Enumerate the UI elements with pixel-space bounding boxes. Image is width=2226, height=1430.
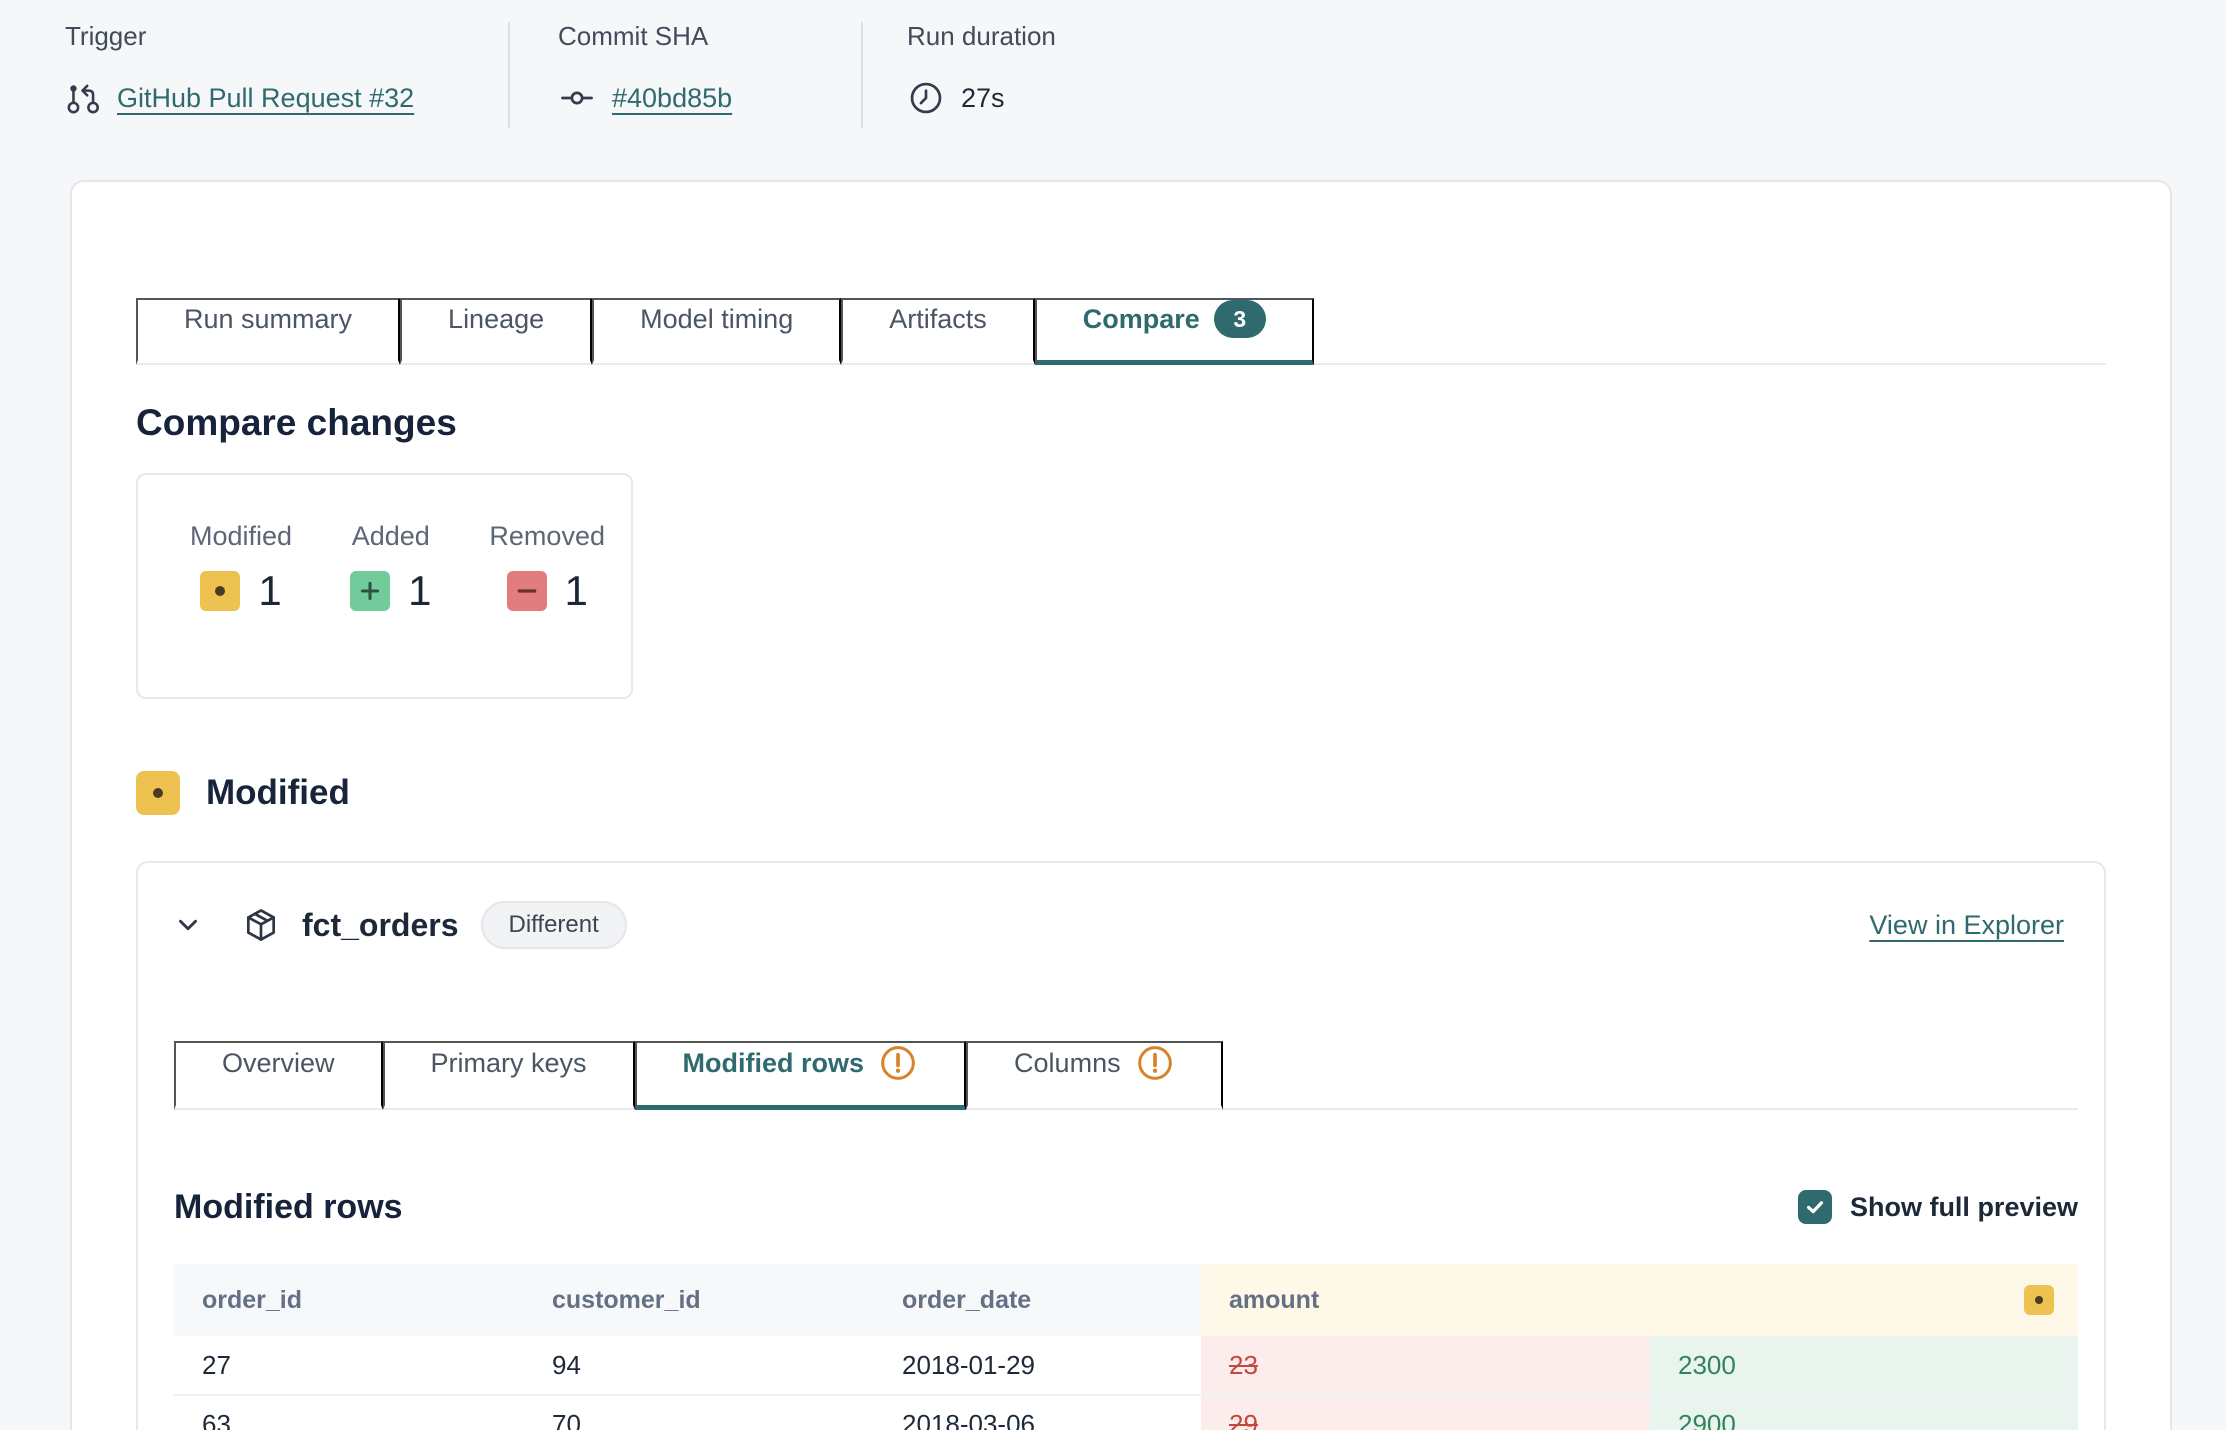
cell-amount-new: 2300 xyxy=(1650,1336,2078,1394)
modified-rows-header: Modified rows Show full preview xyxy=(174,1186,2078,1228)
commit-group: Commit SHA #40bd85b xyxy=(558,20,813,120)
cell-order-id: 63 xyxy=(174,1394,524,1430)
view-in-explorer-link[interactable]: View in Explorer xyxy=(1869,909,2064,940)
model-header: fct_orders Different View in Explorer xyxy=(174,901,2078,949)
trigger-label: Trigger xyxy=(65,21,147,51)
commit-label: Commit SHA xyxy=(558,21,709,51)
stat-removed-label: Removed xyxy=(489,521,605,551)
modified-section-title: Modified xyxy=(206,773,350,812)
modified-column-icon xyxy=(2024,1285,2054,1315)
meta-divider xyxy=(861,22,863,128)
cell-amount-old: 23 xyxy=(1201,1336,1650,1394)
trigger-group: Trigger GitHub Pull Request #32 xyxy=(65,20,508,120)
git-commit-icon xyxy=(558,79,596,117)
modified-icon xyxy=(200,571,241,611)
duration-value: 27s xyxy=(961,82,1005,113)
removed-icon xyxy=(506,571,547,611)
duration-group: Run duration 27s xyxy=(863,20,1056,120)
tab-overview[interactable]: Overview xyxy=(174,1041,383,1110)
col-header-order-date: order_date xyxy=(874,1264,1201,1336)
stat-modified-label: Modified xyxy=(190,521,293,551)
cell-order-id: 27 xyxy=(174,1336,524,1394)
clock-icon xyxy=(907,79,945,117)
cell-order-date: 2018-03-06 xyxy=(874,1394,1201,1430)
tab-model-timing[interactable]: Model timing xyxy=(592,298,842,365)
cell-customer-id: 94 xyxy=(524,1336,874,1394)
stat-removed: Removed 1 xyxy=(489,521,605,697)
commit-sha-link[interactable]: #40bd85b xyxy=(612,82,733,113)
stat-added: Added 1 xyxy=(350,521,431,697)
meta-divider xyxy=(508,22,510,128)
col-header-order-id: order_id xyxy=(174,1264,524,1336)
tab-compare[interactable]: Compare 3 xyxy=(1034,298,1314,365)
cell-amount-new: 2900 xyxy=(1650,1394,2078,1430)
warning-icon xyxy=(878,1043,918,1083)
table-row: 27 94 2018-01-29 23 2300 xyxy=(174,1336,2078,1394)
run-meta-bar: Trigger GitHub Pull Request #32 Commit S… xyxy=(0,0,2226,128)
added-icon xyxy=(350,571,391,611)
stat-modified: Modified 1 xyxy=(190,521,292,697)
table-row: 63 70 2018-03-06 29 2900 xyxy=(174,1394,2078,1430)
tab-run-summary[interactable]: Run summary xyxy=(136,298,401,365)
col-header-amount: amount xyxy=(1201,1264,2078,1336)
show-full-preview-toggle[interactable]: Show full preview xyxy=(1797,1190,2078,1224)
run-tabs: Run summary Lineage Model timing Artifac… xyxy=(136,298,2106,365)
tab-artifacts[interactable]: Artifacts xyxy=(841,298,1035,365)
cell-customer-id: 70 xyxy=(524,1394,874,1430)
compare-summary-card: Modified 1 Added 1 Removed xyxy=(136,473,633,699)
modified-section-header: Modified xyxy=(136,771,2106,815)
checkbox-checked-icon[interactable] xyxy=(1797,1190,1832,1224)
modified-rows-table: order_id customer_id order_date amount 2… xyxy=(174,1264,2078,1430)
package-icon xyxy=(242,906,280,944)
tab-columns[interactable]: Columns xyxy=(966,1041,1223,1110)
modified-rows-heading: Modified rows xyxy=(174,1188,403,1226)
tab-modified-rows[interactable]: Modified rows xyxy=(634,1041,967,1110)
tab-lineage[interactable]: Lineage xyxy=(400,298,593,365)
stat-modified-count: 1 xyxy=(258,567,282,614)
stat-added-label: Added xyxy=(351,521,430,551)
compare-changes-heading: Compare changes xyxy=(136,402,457,443)
col-header-customer-id: customer_id xyxy=(524,1264,874,1336)
table-header-row: order_id customer_id order_date amount xyxy=(174,1264,2078,1336)
stat-removed-count: 1 xyxy=(564,567,588,614)
show-full-preview-label: Show full preview xyxy=(1849,1191,2078,1222)
model-status-badge: Different xyxy=(480,901,627,949)
pull-request-icon xyxy=(65,80,101,116)
model-name: fct_orders xyxy=(302,906,459,943)
warning-icon xyxy=(1135,1043,1175,1083)
modified-icon xyxy=(136,771,180,815)
model-tabs: Overview Primary keys Modified rows Colu… xyxy=(174,1041,2078,1110)
stat-added-count: 1 xyxy=(408,567,432,614)
trigger-link[interactable]: GitHub Pull Request #32 xyxy=(117,82,415,113)
run-detail-card: Run summary Lineage Model timing Artifac… xyxy=(70,180,2172,1430)
chevron-down-icon[interactable] xyxy=(174,911,202,939)
tab-primary-keys[interactable]: Primary keys xyxy=(382,1041,635,1110)
duration-label: Run duration xyxy=(907,21,1056,51)
cell-order-date: 2018-01-29 xyxy=(874,1336,1201,1394)
model-card-fct-orders: fct_orders Different View in Explorer Ov… xyxy=(136,861,2106,1430)
compare-count-badge: 3 xyxy=(1213,300,1266,338)
cell-amount-old: 29 xyxy=(1201,1394,1650,1430)
